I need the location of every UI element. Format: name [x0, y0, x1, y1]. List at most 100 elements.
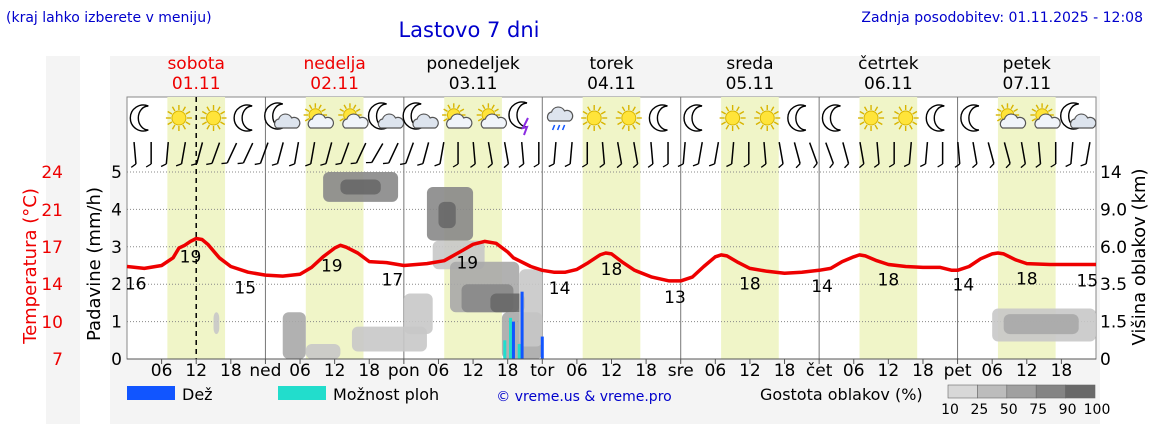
wind-barb	[288, 142, 300, 167]
cloud-patch	[1003, 314, 1079, 335]
wind-barb	[842, 142, 850, 169]
sun-ray	[1047, 108, 1053, 113]
day-name: četrtek	[858, 54, 919, 74]
wind-feather	[175, 163, 182, 167]
sun-ray	[597, 106, 602, 112]
sun-ray	[760, 124, 764, 130]
hour-tick-label: pet	[944, 361, 972, 381]
hour-tick-label: 12	[324, 361, 346, 381]
wind-feather	[382, 162, 389, 165]
page-title: Lastovo 7 dni	[398, 18, 539, 42]
wind-shaft	[569, 141, 573, 165]
wind-feather	[844, 163, 850, 169]
wind-shaft	[697, 142, 703, 164]
wind-barb	[237, 142, 254, 165]
precipitation-bars	[503, 291, 544, 359]
shower-legend-label: Možnost ploh	[333, 385, 439, 404]
hour-tick-label: 12	[878, 361, 900, 381]
moon-part	[367, 102, 387, 130]
wind-barb	[760, 141, 767, 168]
moon-shape	[960, 104, 980, 132]
wind-shaft	[1020, 142, 1027, 164]
day-name: petek	[1003, 54, 1051, 74]
wind-shaft	[616, 142, 623, 164]
day-name: sreda	[726, 54, 773, 74]
temperature-label: 16	[125, 274, 147, 294]
wind-shaft	[259, 142, 269, 164]
temperature-label: 18	[739, 274, 761, 294]
hour-tick-label: 12	[185, 361, 207, 381]
wind-feather	[254, 162, 261, 166]
moon-shape	[402, 102, 422, 130]
sun-ray	[443, 108, 448, 113]
shower-bar	[517, 344, 521, 359]
wind-barb	[271, 142, 284, 166]
sun-ray	[725, 106, 730, 112]
credit-link[interactable]: © vreme.us & vreme.pro	[496, 389, 671, 405]
wind-barb	[873, 141, 880, 168]
sun-icon	[165, 105, 192, 131]
sun-ray	[171, 106, 176, 112]
menu-hint[interactable]: (kraj lahko izberete v meniju)	[6, 10, 212, 26]
wind-barb	[1003, 142, 1011, 169]
wind-feather	[288, 163, 295, 167]
rain-drop	[561, 124, 566, 131]
temperature-label: 19	[321, 256, 343, 276]
precipitation-axis-title: Padavine (mm/h)	[84, 187, 105, 341]
sun-ray	[167, 121, 173, 126]
wind-feather	[503, 163, 509, 169]
hour-tick-label: 18	[1051, 361, 1073, 381]
wind-feather	[305, 163, 312, 167]
cloud-height-tick: 0	[1100, 350, 1111, 370]
sun-ray	[339, 117, 345, 122]
sun-ray	[632, 106, 636, 112]
hour-tick-label: 12	[462, 361, 484, 381]
wind-barb	[632, 142, 639, 169]
sun-disc	[621, 110, 637, 126]
wind-shaft	[842, 142, 850, 164]
wind-feather	[989, 163, 995, 169]
wind-feather	[1080, 163, 1087, 167]
day-name: ponedeljek	[426, 54, 520, 74]
daylight-band	[859, 97, 918, 359]
sun-ray	[621, 106, 626, 112]
hour-tick-label: 06	[289, 361, 311, 381]
wind-feather	[160, 163, 167, 168]
wind-feather	[708, 163, 715, 167]
wind-barb	[599, 141, 606, 168]
wind-barb	[647, 141, 654, 168]
sun-ray	[894, 110, 900, 115]
sun-ray	[321, 108, 326, 113]
rain-bar	[511, 321, 515, 359]
sun-ray	[1045, 104, 1049, 110]
sun-ray	[167, 110, 173, 115]
sun-ray	[739, 121, 745, 126]
sun-ray	[909, 106, 913, 112]
temperature-tick: 14	[41, 275, 63, 295]
wind-barb	[937, 142, 944, 168]
wind-barb	[564, 141, 573, 168]
wind-feather	[221, 162, 228, 165]
wind-feather	[760, 163, 767, 168]
cloud-shape	[546, 106, 574, 122]
wind-shaft	[340, 142, 350, 164]
wind-feather	[237, 162, 244, 165]
sun-icon	[581, 105, 608, 131]
wind-barb	[175, 142, 187, 167]
sun-ray	[447, 104, 451, 110]
rain-bar	[520, 291, 524, 359]
sun-disc	[863, 110, 879, 126]
wind-shaft	[422, 142, 430, 164]
wind-barb	[399, 142, 415, 166]
wind-feather	[1035, 163, 1041, 168]
wind-barb	[533, 142, 540, 168]
sun-ray	[1001, 104, 1005, 110]
day-name: torek	[590, 54, 634, 74]
moon-shape	[1060, 102, 1079, 130]
weather-icons	[129, 101, 1097, 136]
moon-icon	[925, 104, 945, 132]
sun-cloud-icon	[303, 103, 335, 129]
daylight-band	[721, 97, 779, 359]
wind-shaft	[650, 141, 654, 165]
